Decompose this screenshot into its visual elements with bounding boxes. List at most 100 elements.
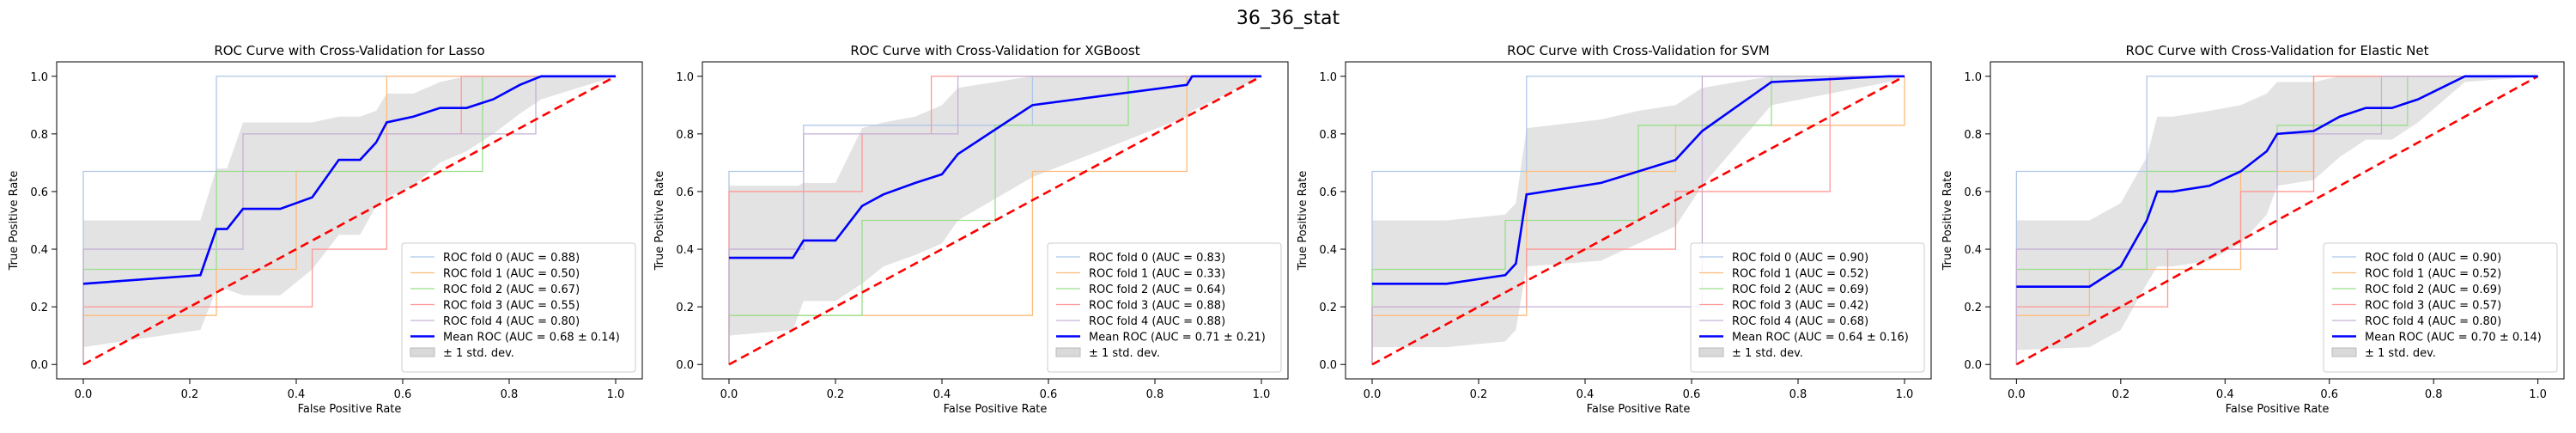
legend-entry-label: ROC fold 3 (AUC = 0.57) (2365, 300, 2501, 313)
roc-panel-3: 0.0 0.0 0.2 0.2 0.4 0.4 0.6 0.6 0.8 0.8 1.0 1.0 ROC … (1941, 43, 2565, 416)
roc-fold-1-line (82, 76, 616, 365)
legend-entry-label: ROC fold 1 (AUC = 0.52) (2365, 268, 2501, 281)
chart-title: ROC Curve with Cross-Validation for XGBo… (850, 43, 1139, 58)
legend-entry-label: ± 1 std. dev. (1732, 347, 1803, 360)
y-tick-label: 0.8 (30, 129, 48, 142)
roc-fold-4-line (82, 76, 616, 365)
legend-entry-label: ROC fold 1 (AUC = 0.33) (1089, 268, 1225, 281)
legend-entry-label: Mean ROC (AUC = 0.71 ± 0.21) (1089, 332, 1266, 345)
roc-fold-4-line (728, 76, 1261, 365)
legend-swatch (410, 347, 435, 357)
y-tick-label: 0.2 (1319, 302, 1337, 314)
x-tick-label: 0.2 (827, 388, 845, 401)
legend-entry-label: Mean ROC (AUC = 0.68 ± 0.14) (443, 332, 620, 345)
y-tick-label: 0.0 (676, 359, 694, 372)
y-tick-label: 0.4 (1319, 244, 1337, 257)
x-tick-label: 0.8 (1789, 388, 1807, 401)
legend-box (1690, 242, 1925, 373)
roc-panel-0: 0.0 0.0 0.2 0.2 0.4 0.4 0.6 0.6 0.8 0.8 1.0 1.0 ROC … (8, 43, 643, 416)
mean-roc-line (729, 75, 1261, 259)
x-tick-label: 0.4 (288, 388, 306, 401)
x-axis-label: False Positive Rate (944, 403, 1048, 416)
x-axis-label: False Positive Rate (1587, 403, 1691, 416)
legend-entry-label: Mean ROC (AUC = 0.64 ± 0.16) (1732, 332, 1909, 345)
legend-entry-label: ROC fold 2 (AUC = 0.69) (1732, 284, 1868, 296)
x-axis-label: False Positive Rate (298, 403, 402, 416)
legend-entry-label: ROC fold 3 (AUC = 0.88) (1089, 300, 1225, 313)
x-tick-label: 0.4 (2216, 388, 2234, 401)
x-tick-label: 0.8 (1146, 388, 1164, 401)
x-tick-label: 0.0 (75, 388, 93, 401)
x-tick-label: 0.6 (394, 388, 412, 401)
x-tick-label: 0.8 (501, 388, 519, 401)
y-tick-label: 1.0 (1964, 71, 1982, 84)
roc-fold-2-line (82, 76, 616, 365)
legend-entry-label: ROC fold 2 (AUC = 0.67) (443, 284, 580, 296)
y-tick-label: 1.0 (676, 71, 694, 84)
x-tick-label: 1.0 (1896, 388, 1914, 401)
legend-entry-label: ± 1 std. dev. (1089, 347, 1160, 360)
legend-entry-label: ROC fold 0 (AUC = 0.88) (443, 252, 580, 265)
legend-entry-label: ROC fold 4 (AUC = 0.68) (1732, 315, 1868, 328)
roc-fold-1-line (1371, 76, 1905, 365)
x-tick-label: 1.0 (1253, 388, 1271, 401)
legend-entry-label: ROC fold 4 (AUC = 0.88) (1089, 315, 1225, 328)
chance-line (2015, 75, 2539, 366)
y-axis-label: True Positive Rate (1297, 171, 1309, 271)
std-dev-band (2016, 76, 2538, 351)
y-tick-label: 0.6 (1319, 186, 1337, 199)
plot-frame (702, 61, 1289, 380)
legend-entry-label: Mean ROC (AUC = 0.70 ± 0.14) (2365, 332, 2542, 345)
legend-box (1047, 242, 1282, 373)
y-tick-label: 0.4 (676, 244, 694, 257)
y-tick-label: 0.2 (676, 302, 694, 314)
y-tick-label: 0.4 (1964, 244, 1982, 257)
legend-box (2323, 242, 2558, 373)
y-tick-label: 0.0 (1964, 359, 1982, 372)
legend-entry-label: ROC fold 3 (AUC = 0.55) (443, 300, 580, 313)
x-tick-label: 1.0 (607, 388, 625, 401)
y-tick-label: 0.6 (676, 186, 694, 199)
x-tick-label: 0.0 (1364, 388, 1382, 401)
x-tick-label: 0.2 (181, 388, 199, 401)
x-tick-label: 0.6 (1040, 388, 1058, 401)
x-tick-label: 0.6 (2320, 388, 2338, 401)
chart-title: ROC Curve with Cross-Validation for Lass… (214, 43, 484, 58)
y-tick-label: 0.4 (30, 244, 48, 257)
y-tick-label: 0.2 (1964, 302, 1982, 314)
x-tick-label: 0.0 (2008, 388, 2026, 401)
y-tick-label: 0.0 (1319, 359, 1337, 372)
y-tick-label: 0.2 (30, 302, 48, 314)
legend-entry-label: ROC fold 0 (AUC = 0.90) (1732, 252, 1868, 265)
roc-fold-3-line (82, 76, 616, 365)
chance-line (82, 75, 617, 366)
figure-suptitle: 36_36_stat (1236, 8, 1340, 29)
legend-entry-label: ROC fold 1 (AUC = 0.52) (1732, 268, 1868, 281)
y-tick-label: 0.6 (1964, 186, 1982, 199)
legend-entry-label: ROC fold 2 (AUC = 0.69) (2365, 284, 2501, 296)
legend-swatch (2331, 347, 2357, 357)
roc-fold-0-line (728, 76, 1261, 365)
mean-roc-line (82, 75, 616, 285)
x-tick-label: 0.8 (2425, 388, 2443, 401)
y-tick-label: 0.8 (1964, 129, 1982, 142)
x-tick-label: 0.6 (1683, 388, 1701, 401)
legend-swatch (1698, 347, 1724, 357)
legend-entry-label: ROC fold 4 (AUC = 0.80) (443, 315, 580, 328)
x-axis-label: False Positive Rate (2226, 403, 2330, 416)
y-axis-label: True Positive Rate (8, 171, 21, 271)
roc-panel-1: 0.0 0.0 0.2 0.2 0.4 0.4 0.6 0.6 0.8 0.8 1.0 1.0 ROC … (653, 43, 1289, 416)
y-tick-label: 0.0 (30, 359, 48, 372)
chance-line (1371, 75, 1905, 366)
x-tick-label: 0.0 (720, 388, 738, 401)
y-tick-label: 0.8 (676, 129, 694, 142)
legend-entry-label: ROC fold 0 (AUC = 0.90) (2365, 252, 2501, 265)
roc-panel-2: 0.0 0.0 0.2 0.2 0.4 0.4 0.6 0.6 0.8 0.8 1.0 1.0 ROC … (1297, 43, 1932, 416)
plot-frame (56, 61, 643, 380)
plot-frame (1345, 61, 1932, 380)
legend-entry-label: ROC fold 4 (AUC = 0.80) (2365, 315, 2501, 328)
chart-title: ROC Curve with Cross-Validation for SVM (1507, 43, 1770, 58)
legend-entry-label: ROC fold 0 (AUC = 0.83) (1089, 252, 1225, 265)
